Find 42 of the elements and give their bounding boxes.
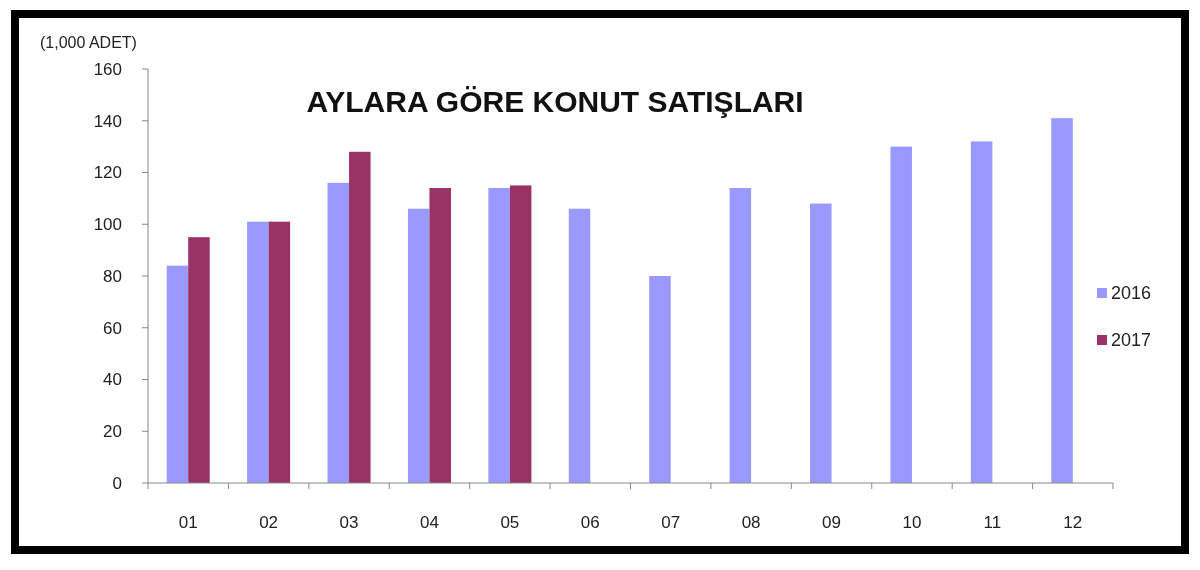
- x-tick-label: 01: [178, 513, 198, 532]
- y-tick-label: 100: [93, 215, 122, 235]
- bar: [729, 188, 752, 483]
- bar: [429, 188, 451, 483]
- text: AYLARA GÖRE KONUT SATIŞLARI: [306, 85, 804, 118]
- y-tick-label: 120: [93, 163, 122, 183]
- x-tick-label: 11: [983, 513, 1002, 532]
- y-tick-label: 80: [103, 266, 122, 286]
- x-tick-label: 10: [902, 513, 922, 532]
- y-tick-label: 0: [112, 473, 122, 493]
- y-tick-label: 160: [93, 59, 122, 79]
- y-axis-title: (1,000 ADET): [40, 34, 137, 51]
- bar: [407, 208, 430, 483]
- x-tick-label: 07: [661, 513, 681, 532]
- x-tick-label: 08: [741, 513, 761, 532]
- bar: [327, 182, 350, 483]
- bar: [970, 141, 993, 483]
- bar: [509, 185, 532, 483]
- bar: [488, 188, 510, 483]
- x-tick-label: 09: [822, 513, 841, 532]
- x-tick-label: 03: [339, 513, 359, 532]
- x-tick-label: 02: [259, 513, 279, 532]
- x-tick-label: 06: [580, 513, 600, 532]
- bar: [247, 221, 269, 483]
- x-tick-label: 12: [1063, 513, 1083, 532]
- y-tick-label: 140: [93, 111, 122, 131]
- y-tick-label: 40: [103, 370, 122, 390]
- bar: [1051, 118, 1073, 483]
- bar: [649, 276, 671, 483]
- bar: [890, 146, 912, 483]
- bar: [166, 265, 189, 483]
- y-tick-label: 60: [103, 318, 122, 338]
- x-tick-label: 04: [420, 513, 439, 532]
- bar: [568, 208, 591, 483]
- bar: [188, 237, 210, 483]
- x-tick-label: 05: [500, 513, 520, 532]
- bar: [268, 221, 291, 483]
- y-tick-label: 20: [103, 422, 122, 442]
- legend-label: 2016: [1111, 283, 1152, 304]
- bar: [810, 203, 832, 483]
- bar: [349, 151, 371, 483]
- legend-label: 2017: [1111, 330, 1152, 351]
